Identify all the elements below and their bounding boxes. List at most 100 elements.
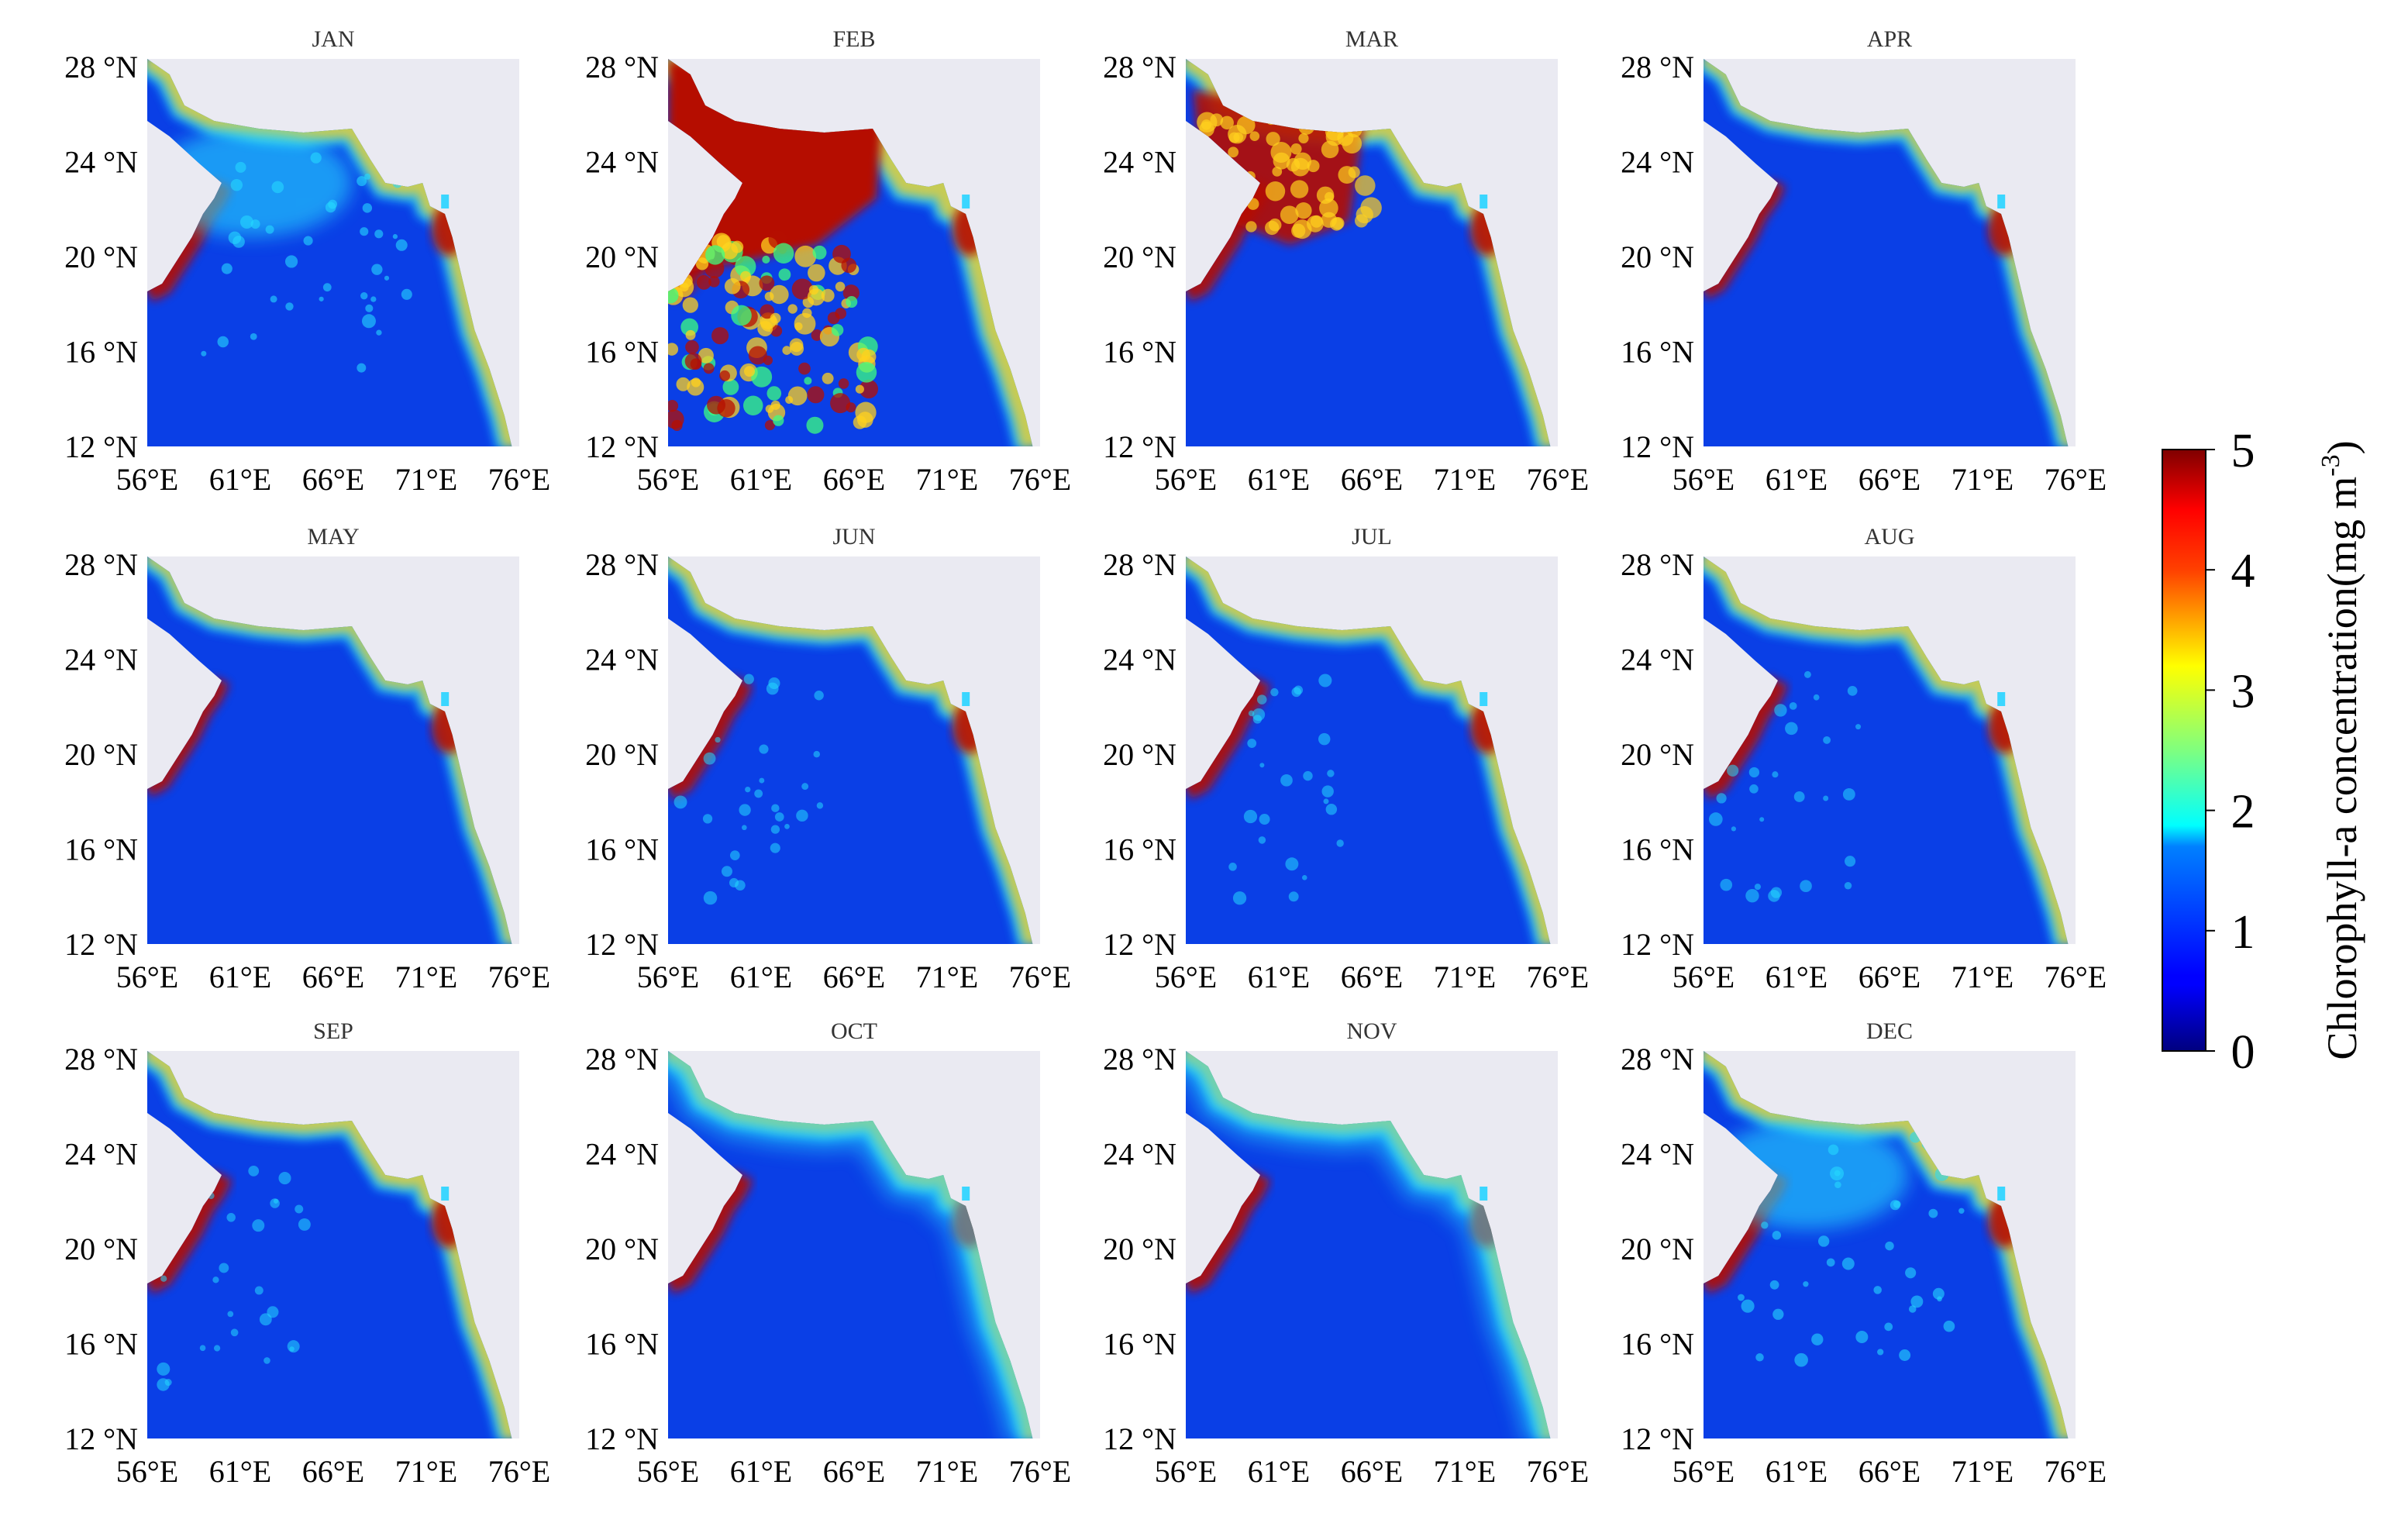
lon-tick-label: 76°E (1009, 960, 1071, 994)
lat-tick-label: 28 °N (1103, 1042, 1176, 1077)
colorbar-tick-label: 4 (2231, 545, 2255, 598)
lon-tick-label: 66°E (1859, 462, 1921, 497)
panel-title: APR (1867, 26, 1912, 52)
lon-tick-label: 76°E (1527, 960, 1589, 994)
lat-tick-label: 20 °N (1103, 1232, 1176, 1266)
lon-tick-labels: 56°E 61°E 66°E 71°E 76°E (1673, 960, 2107, 994)
lat-tick-label: 12 °N (585, 429, 659, 464)
lon-tick-label: 56°E (1155, 960, 1217, 994)
lon-tick-label: 56°E (1673, 960, 1735, 994)
lat-tick-label: 28 °N (1103, 547, 1176, 582)
lat-tick-label: 20 °N (64, 1232, 138, 1266)
coastal-marker (962, 692, 970, 706)
lat-tick-label: 12 °N (1621, 927, 1694, 962)
lat-tick-label: 20 °N (1621, 737, 1694, 772)
lon-tick-label: 61°E (1248, 462, 1310, 497)
panel-title: FEB (832, 26, 875, 52)
lon-tick-labels: 56°E 61°E 66°E 71°E 76°E (1155, 1454, 1589, 1489)
lat-tick-label: 28 °N (1621, 50, 1694, 84)
lat-tick-label: 16 °N (1621, 832, 1694, 867)
lon-tick-label: 56°E (1155, 462, 1217, 497)
lat-tick-label: 12 °N (585, 1421, 659, 1456)
lat-tick-label: 12 °N (64, 1421, 138, 1456)
map-panel-sep: SEP 28 °N 24 °N 20 °N 16 °N 12 °N56°E 61°E 66°E… (64, 1018, 550, 1489)
colorbar: 5 4 3 2 1 0 Chlorophyll-a concentration(mg m-… (2162, 425, 2365, 1079)
lat-tick-label: 28 °N (64, 547, 138, 582)
lon-tick-label: 61°E (1766, 1454, 1828, 1489)
colorbar-tick-label: 3 (2231, 665, 2255, 718)
panel-title: JAN (312, 26, 354, 52)
colorbar-tick-label: 2 (2231, 786, 2255, 839)
coastal-marker (1997, 692, 2006, 706)
map-panel-nov: NOV 28 °N 24 °N 20 °N 16 °N 12 °N56°E 61°E 66°E… (1103, 1018, 1589, 1489)
lat-tick-label: 12 °N (1103, 927, 1176, 962)
lon-tick-label: 61°E (209, 1454, 271, 1489)
lon-tick-label: 71°E (916, 1454, 978, 1489)
lat-tick-label: 24 °N (1621, 643, 1694, 677)
coastal-marker (1480, 692, 1488, 706)
lat-tick-labels: 28 °N 24 °N 20 °N 16 °N 12 °N (585, 1042, 659, 1456)
lat-tick-label: 24 °N (1621, 145, 1694, 180)
lat-tick-label: 24 °N (1103, 145, 1176, 180)
coastal-marker (1480, 1187, 1488, 1201)
lat-tick-labels: 28 °N 24 °N 20 °N 16 °N 12 °N (64, 50, 138, 464)
panel-title: JUN (832, 524, 875, 550)
lat-tick-label: 28 °N (64, 50, 138, 84)
lat-tick-labels: 28 °N 24 °N 20 °N 16 °N 12 °N (1621, 547, 1694, 962)
lat-tick-label: 20 °N (64, 239, 138, 274)
colorbar-gradient (2162, 449, 2206, 1052)
coastal-marker (1997, 1187, 2006, 1201)
lat-tick-label: 24 °N (585, 643, 659, 677)
panel-title: SEP (313, 1018, 353, 1044)
lat-tick-label: 16 °N (585, 335, 659, 370)
lon-tick-label: 56°E (116, 960, 178, 994)
lat-tick-label: 28 °N (64, 1042, 138, 1077)
lon-tick-label: 76°E (2045, 462, 2107, 497)
lon-tick-label: 66°E (1859, 1454, 1921, 1489)
lat-tick-label: 20 °N (1103, 737, 1176, 772)
lat-tick-label: 28 °N (585, 1042, 659, 1077)
lon-tick-label: 66°E (823, 960, 885, 994)
coastal-marker (1997, 195, 2006, 208)
lat-tick-label: 24 °N (1103, 1137, 1176, 1172)
lat-tick-label: 12 °N (1621, 429, 1694, 464)
coastal-marker (441, 1187, 450, 1201)
lon-tick-label: 76°E (488, 960, 550, 994)
lon-tick-label: 56°E (116, 462, 178, 497)
lat-tick-label: 12 °N (1103, 429, 1176, 464)
lon-tick-labels: 56°E 61°E 66°E 71°E 76°E (116, 960, 550, 994)
panel-title: MAY (307, 524, 359, 550)
lon-tick-label: 66°E (823, 462, 885, 497)
map-panel-may: MAY 28 °N 24 °N 20 °N 16 °N 12 °N56°E 61°E 66°E… (64, 524, 550, 994)
lon-tick-label: 61°E (1248, 1454, 1310, 1489)
lon-tick-label: 71°E (1434, 960, 1496, 994)
lat-tick-label: 24 °N (64, 145, 138, 180)
lat-tick-label: 20 °N (585, 737, 659, 772)
lat-tick-label: 16 °N (64, 1327, 138, 1362)
lat-tick-labels: 28 °N 24 °N 20 °N 16 °N 12 °N (585, 547, 659, 962)
lat-tick-label: 12 °N (1621, 1421, 1694, 1456)
lat-tick-labels: 28 °N 24 °N 20 °N 16 °N 12 °N (64, 1042, 138, 1456)
lat-tick-label: 12 °N (64, 927, 138, 962)
lon-tick-label: 76°E (488, 462, 550, 497)
lat-tick-label: 20 °N (1103, 239, 1176, 274)
lon-tick-label: 61°E (209, 960, 271, 994)
lon-tick-label: 61°E (730, 960, 792, 994)
lon-tick-labels: 56°E 61°E 66°E 71°E 76°E (1155, 960, 1589, 994)
lon-tick-label: 71°E (1952, 960, 2014, 994)
lon-tick-label: 56°E (1673, 1454, 1735, 1489)
lat-tick-labels: 28 °N 24 °N 20 °N 16 °N 12 °N (1103, 50, 1176, 464)
lat-tick-label: 16 °N (585, 1327, 659, 1362)
lon-tick-label: 66°E (823, 1454, 885, 1489)
lat-tick-label: 24 °N (64, 1137, 138, 1172)
lat-tick-label: 16 °N (1621, 335, 1694, 370)
map-panel-jun: JUN 28 °N 24 °N 20 °N 16 °N 12 °N56°E 61°E 66°E… (585, 524, 1071, 994)
lon-tick-label: 61°E (730, 462, 792, 497)
lat-tick-label: 12 °N (585, 927, 659, 962)
lon-tick-label: 66°E (1341, 462, 1403, 497)
lon-tick-label: 56°E (1155, 1454, 1217, 1489)
lon-tick-labels: 56°E 61°E 66°E 71°E 76°E (116, 1454, 550, 1489)
lon-tick-label: 76°E (2045, 960, 2107, 994)
lon-tick-label: 71°E (916, 462, 978, 497)
